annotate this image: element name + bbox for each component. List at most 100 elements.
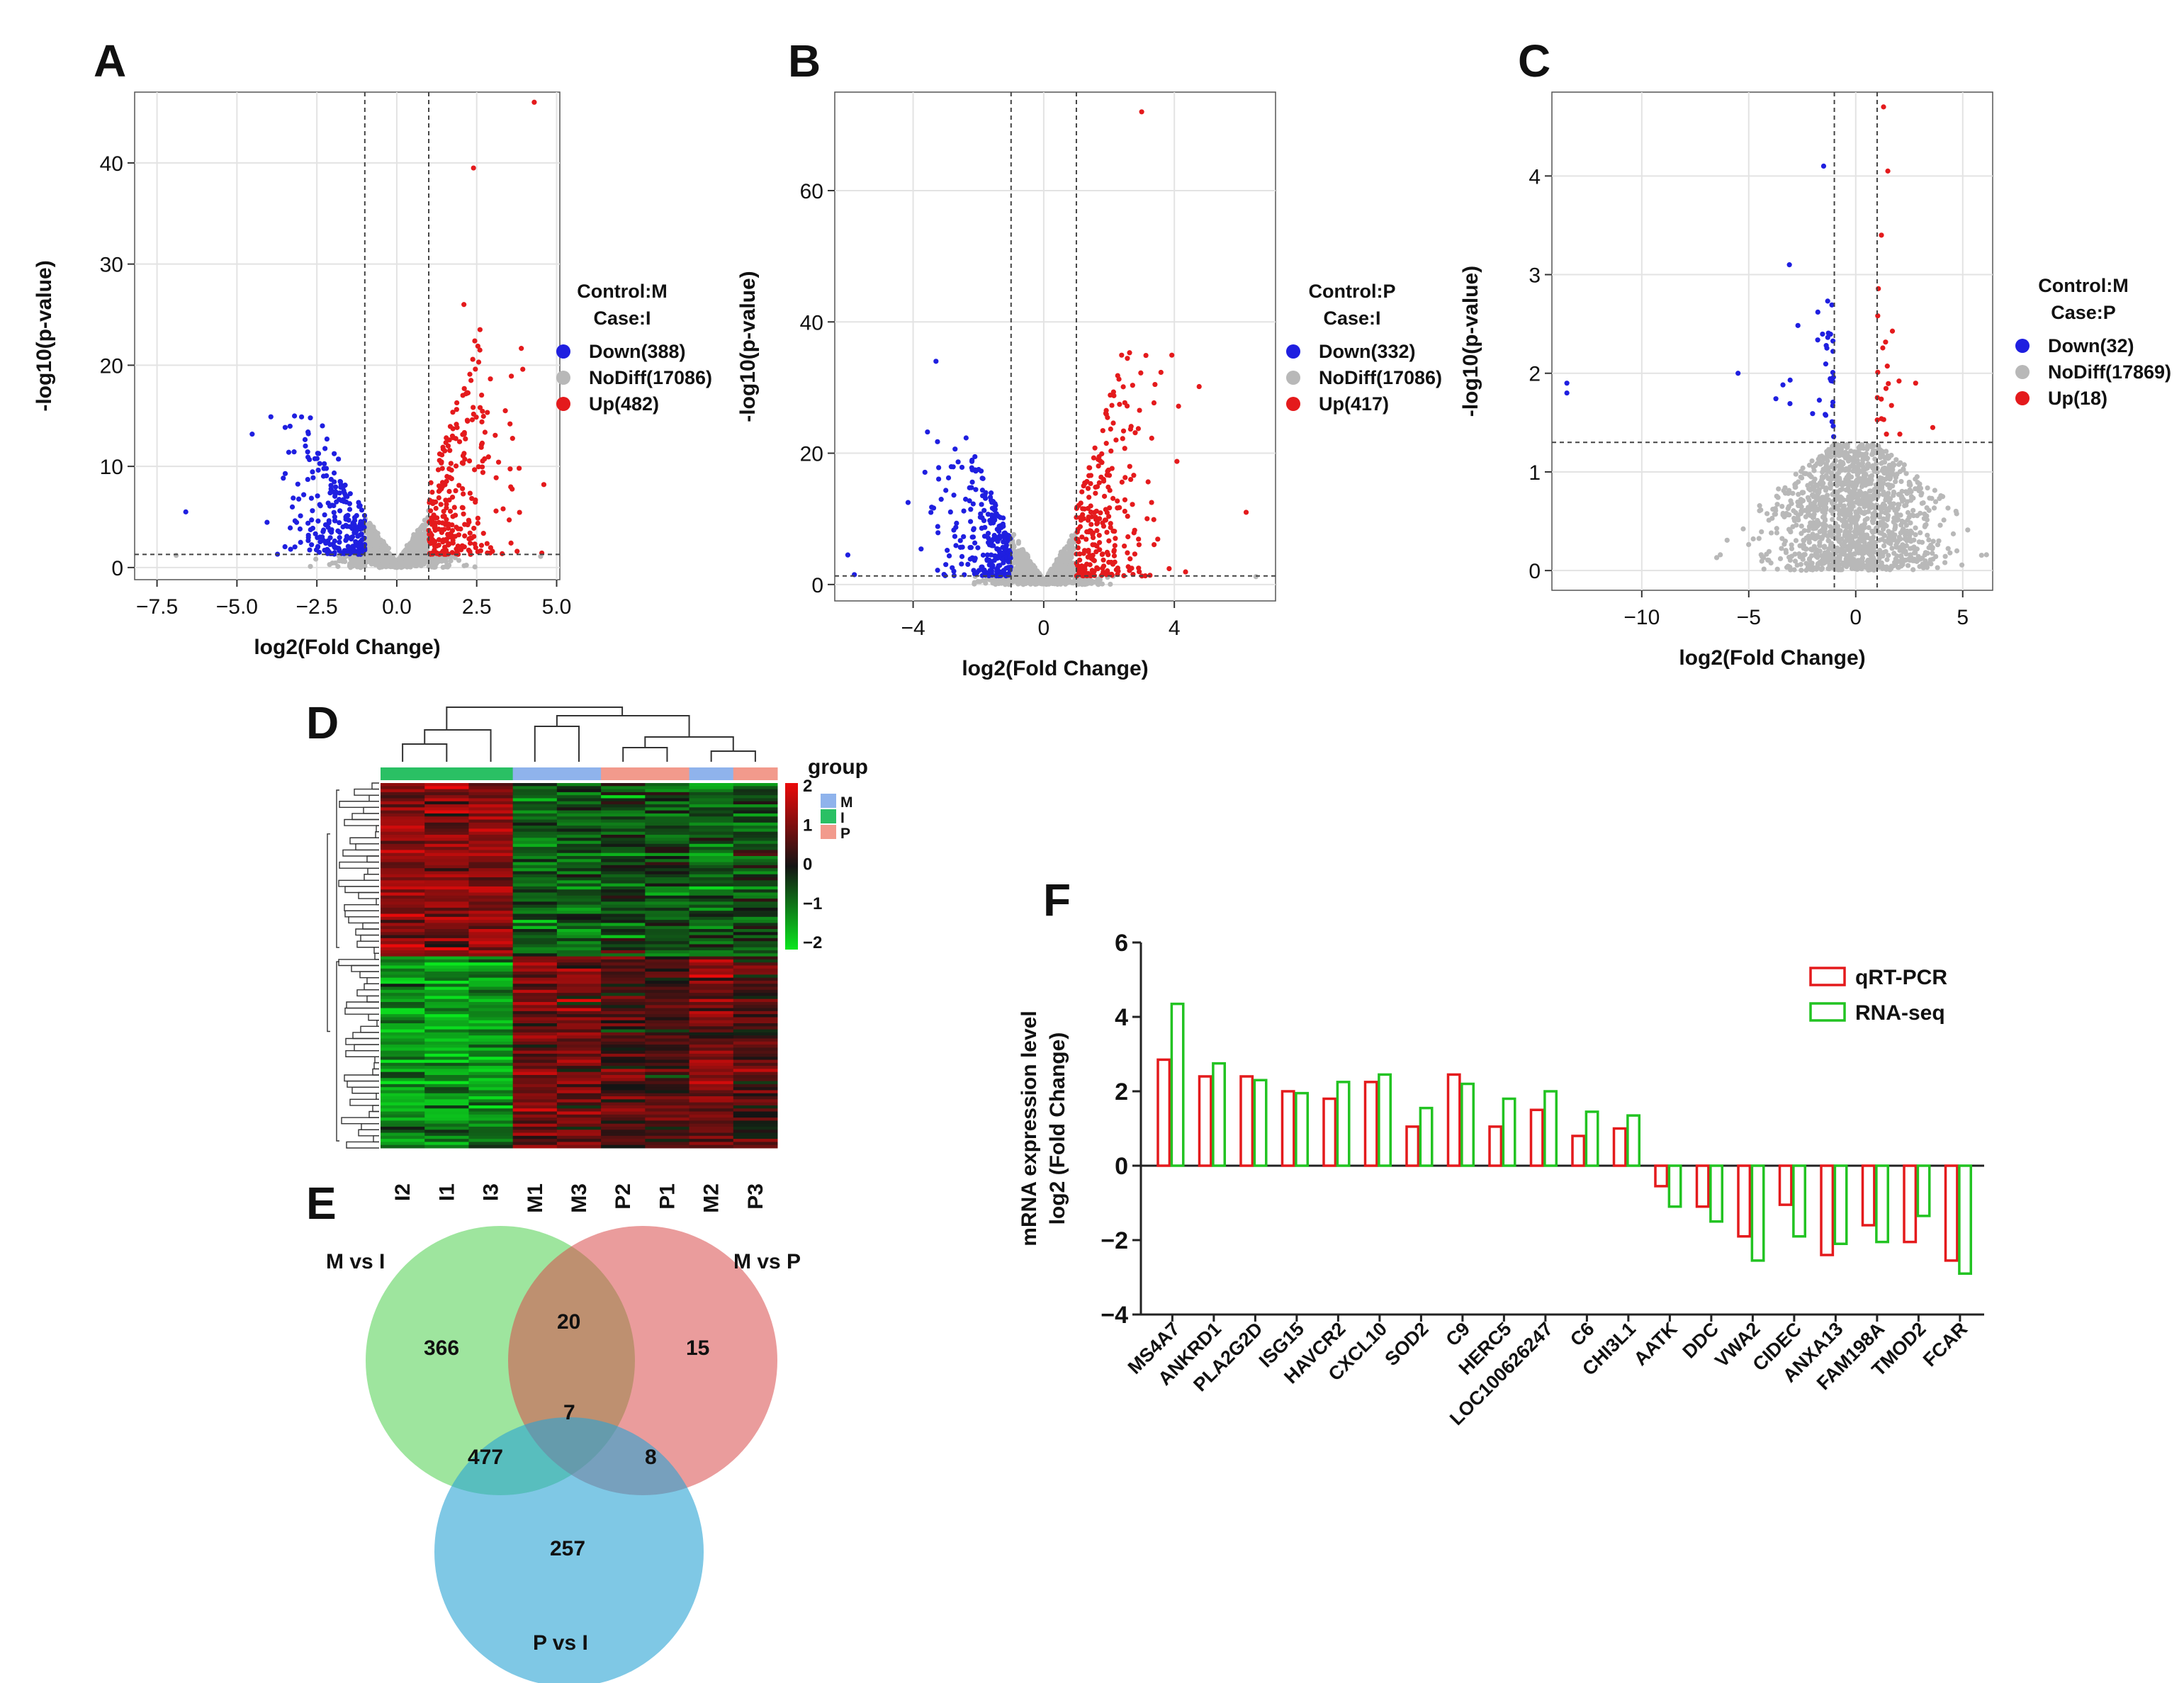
point-down [341, 497, 347, 502]
point-up [1128, 476, 1134, 483]
point-nodiff [313, 556, 319, 562]
heatmap-cell [424, 783, 469, 787]
point-nodiff [1930, 551, 1935, 556]
heatmap-cell [645, 816, 690, 820]
point-down [1829, 419, 1835, 424]
point-nodiff [1887, 485, 1893, 491]
point-up [1113, 567, 1119, 573]
heatmap-cell [381, 804, 425, 808]
y-axis-label: -log10(p-value) [33, 260, 56, 411]
point-up [484, 541, 490, 546]
point-down [973, 487, 979, 492]
point-outlier [1786, 262, 1792, 268]
point-down [320, 529, 326, 534]
point-up [507, 466, 513, 472]
point-down [989, 552, 994, 558]
point-nodiff [1821, 513, 1827, 519]
point-nodiff [1011, 544, 1017, 550]
point-up [443, 547, 449, 553]
heatmap-cell [381, 816, 425, 820]
point-nodiff [1781, 514, 1787, 519]
point-down [331, 544, 337, 549]
point-nodiff [420, 558, 426, 564]
point-down [985, 531, 991, 536]
point-up [475, 343, 480, 349]
point-nodiff [1886, 553, 1891, 558]
point-up [1103, 441, 1109, 446]
point-down [946, 553, 952, 558]
point-up [445, 443, 451, 449]
point-nodiff [1795, 515, 1801, 521]
point-up [454, 546, 459, 552]
point-nodiff [1740, 526, 1746, 531]
point-nodiff [1854, 449, 1860, 455]
point-down [982, 492, 988, 498]
point-up [1138, 370, 1144, 376]
point-nodiff [1792, 558, 1799, 564]
point-up [479, 392, 485, 398]
point-nodiff [1834, 483, 1840, 488]
heatmap-cell [645, 783, 690, 787]
x-tick-label: −5 [1737, 606, 1761, 629]
heatmap-cell [601, 795, 646, 799]
point-outlier [1885, 168, 1891, 174]
point-nodiff [1908, 497, 1914, 503]
point-nodiff [1746, 541, 1752, 548]
point-down [935, 524, 940, 529]
point-up [1149, 500, 1154, 505]
point-down [959, 464, 965, 471]
point-nodiff [420, 547, 426, 553]
point-up [1122, 446, 1127, 451]
point-up [1880, 345, 1886, 351]
point-nodiff [1795, 479, 1801, 485]
point-nodiff [1823, 473, 1829, 478]
point-down [1825, 298, 1830, 304]
point-nodiff [1898, 553, 1904, 560]
point-nodiff [1844, 480, 1850, 487]
point-nodiff [414, 563, 420, 569]
point-up [467, 490, 473, 496]
heatmap-cell [512, 813, 558, 817]
point-nodiff [1788, 567, 1794, 573]
point-down [1787, 400, 1793, 407]
point-nodiff [418, 526, 424, 531]
point-nodiff [1891, 501, 1896, 507]
point-nodiff [1885, 512, 1891, 518]
point-down [344, 524, 350, 529]
heatmap-cell [381, 783, 425, 787]
heatmap-cell [512, 816, 558, 820]
point-up [1145, 479, 1151, 485]
heatmap-cell [689, 786, 734, 790]
point-nodiff [1924, 565, 1930, 570]
panel-label-b: B [788, 35, 821, 86]
point-up [1110, 561, 1116, 567]
point-nodiff [1879, 483, 1885, 490]
heatmap-cell [733, 813, 778, 817]
point-nodiff [1848, 514, 1854, 519]
point-down [998, 514, 1003, 520]
point-up [517, 510, 522, 515]
heatmap-cell [468, 804, 514, 808]
point-nodiff [1032, 579, 1037, 585]
point-down [305, 534, 311, 541]
point-nodiff [1874, 461, 1879, 466]
point-nodiff [1773, 507, 1779, 514]
point-down [987, 495, 994, 500]
point-nodiff [1820, 484, 1825, 490]
point-up [1105, 415, 1110, 420]
point-nodiff [1903, 489, 1909, 495]
point-nodiff [1838, 510, 1844, 516]
point-nodiff [1926, 537, 1932, 543]
point-nodiff [1017, 558, 1023, 563]
point-nodiff [308, 563, 313, 569]
point-up [1096, 463, 1101, 469]
point-up [437, 451, 443, 457]
point-down [301, 492, 307, 497]
y-tick-label: 2 [1529, 363, 1541, 386]
point-up [1115, 498, 1120, 504]
point-nodiff [1859, 530, 1865, 536]
point-nodiff [472, 564, 478, 570]
heatmap-cell [381, 792, 425, 796]
point-up [1105, 552, 1111, 558]
